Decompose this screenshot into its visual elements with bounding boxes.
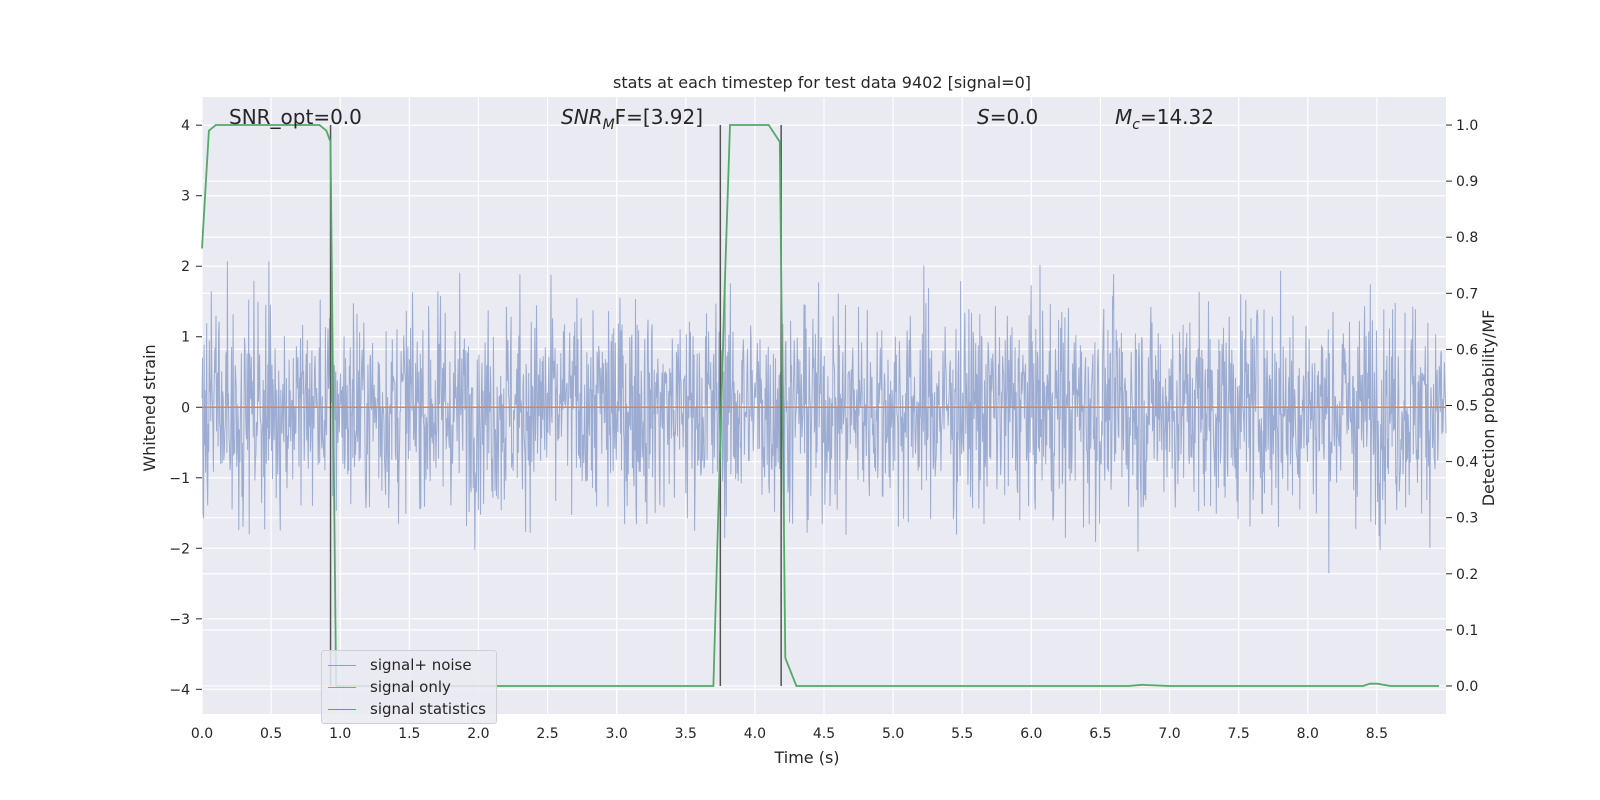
- y-right-tick-label: 0.6: [1456, 342, 1478, 358]
- y-tick-label: 3: [181, 189, 190, 205]
- x-tick-label: 8.5: [1366, 726, 1388, 742]
- x-tick-label: 0.5: [260, 726, 282, 742]
- y-tick-label: −4: [169, 682, 190, 698]
- y-right-tick-label: 0.8: [1456, 230, 1478, 246]
- y-axis-label: Whitened strain: [140, 344, 159, 471]
- annotation-mc-sub: c: [1132, 117, 1140, 133]
- y-right-axis-label: Detection probability/MF: [1479, 310, 1498, 507]
- annotation-snr-mf-sub: M: [603, 117, 615, 133]
- annotation-snr-opt: SNR_opt=0.0: [229, 105, 362, 129]
- x-tick-label: 1.5: [398, 726, 420, 742]
- annotation-mc-rest: =14.32: [1140, 105, 1214, 129]
- y-right-tick-label: 0.5: [1456, 399, 1478, 415]
- chart-title: stats at each timestep for test data 940…: [613, 73, 1031, 92]
- y-tick-label: 2: [181, 259, 190, 275]
- y-tick-label: −2: [169, 541, 190, 557]
- y-right-tick-label: 0.9: [1456, 174, 1478, 190]
- annotation-snr-mf-rest: F=[3.92]: [615, 105, 703, 129]
- y-tick-label: −1: [169, 471, 190, 487]
- legend-swatch-signal-noise: [328, 664, 356, 666]
- legend-swatch-signal-only: [328, 686, 356, 688]
- x-tick-label: 1.0: [329, 726, 351, 742]
- annotation-mc-var: M: [1115, 105, 1132, 129]
- x-tick-label: 5.5: [951, 726, 973, 742]
- x-tick-label: 2.0: [467, 726, 489, 742]
- y-right-tick-label: 0.2: [1456, 567, 1478, 583]
- x-tick-label: 0.0: [191, 726, 213, 742]
- annotation-snr-mf-base: SNR: [561, 105, 603, 129]
- x-tick-label: 2.5: [536, 726, 558, 742]
- annotation-mc: Mc=14.32: [1115, 105, 1214, 133]
- annotation-s: S=0.0: [977, 105, 1038, 129]
- x-tick-label: 7.0: [1158, 726, 1180, 742]
- y-right-tick-label: 0.7: [1456, 286, 1478, 302]
- annotation-s-var: S: [977, 105, 990, 129]
- y-right-tick-label: 0.4: [1456, 455, 1478, 471]
- y-right-tick-label: 0.3: [1456, 511, 1478, 527]
- legend-label: signal+ noise: [370, 656, 472, 674]
- legend-item-signal-statistics: signal statistics: [328, 698, 486, 720]
- x-tick-label: 4.0: [744, 726, 766, 742]
- y-right-axis-ticks: 1.0 0.9 0.8 0.7 0.6 0.5 0.4 0.3 0.2 0.1 0.0: [1446, 118, 1478, 695]
- signal-noise-line: [201, 261, 1447, 574]
- y-right-tick-label: 1.0: [1456, 118, 1478, 134]
- y-tick-label: 0: [181, 400, 190, 416]
- x-tick-label: 3.5: [675, 726, 697, 742]
- y-tick-label: 1: [181, 330, 190, 346]
- annotation-snr-mf: SNRMF=[3.92]: [561, 105, 703, 133]
- legend-item-signal-noise: signal+ noise: [328, 654, 472, 676]
- legend-swatch-signal-statistics: [328, 708, 356, 710]
- x-tick-label: 5.0: [882, 726, 904, 742]
- x-axis-ticks: 0.0 0.5 1.0 1.5 2.0 2.5 3.0 3.5 4.0 4.5 5.0 5.5 6.0 6…: [191, 726, 1388, 742]
- x-tick-label: 3.0: [606, 726, 628, 742]
- y-tick-label: 4: [181, 118, 190, 134]
- x-axis-label: Time (s): [773, 748, 839, 767]
- annotation-s-rest: =0.0: [990, 105, 1039, 129]
- y-right-tick-label: 0.0: [1456, 679, 1478, 695]
- x-tick-label: 8.0: [1297, 726, 1319, 742]
- y-tick-label: −3: [169, 612, 190, 628]
- legend-item-signal-only: signal only: [328, 676, 451, 698]
- y-right-tick-label: 0.1: [1456, 623, 1478, 639]
- x-tick-label: 7.5: [1228, 726, 1250, 742]
- x-tick-label: 4.5: [813, 726, 835, 742]
- signal-statistics-line: [201, 124, 1440, 687]
- x-tick-label: 6.5: [1089, 726, 1111, 742]
- legend-label: signal statistics: [370, 700, 487, 718]
- y-axis-ticks: 4 3 2 1 0 −1 −2 −3 −4: [169, 118, 202, 698]
- legend-label: signal only: [370, 678, 451, 696]
- x-tick-label: 6.0: [1020, 726, 1042, 742]
- legend: signal+ noise signal only signal statist…: [321, 650, 497, 724]
- signal-noise-series: [201, 261, 1447, 574]
- signal-statistics-series: [201, 124, 1440, 687]
